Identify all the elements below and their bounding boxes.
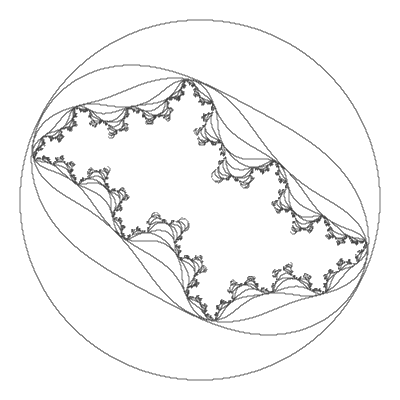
julia-contours xyxy=(19,19,381,381)
